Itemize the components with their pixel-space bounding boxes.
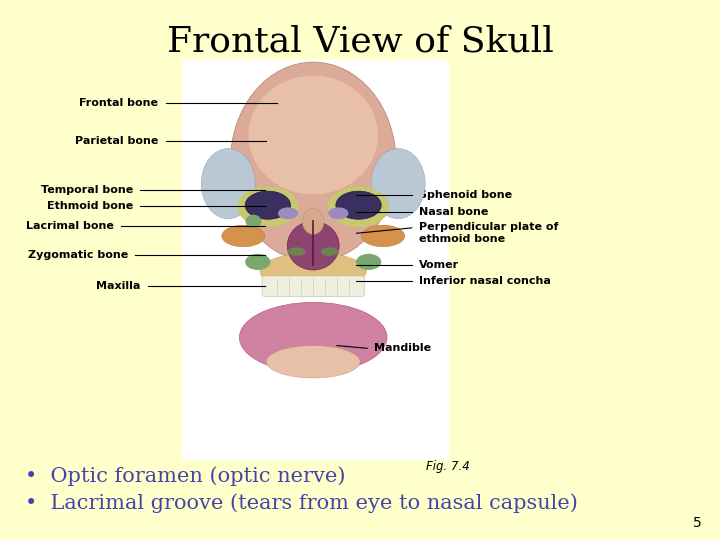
Ellipse shape — [270, 280, 356, 295]
Ellipse shape — [260, 253, 366, 289]
Text: Vomer: Vomer — [419, 260, 459, 269]
Text: •  Lacrimal groove (tears from eye to nasal capsule): • Lacrimal groove (tears from eye to nas… — [25, 494, 578, 513]
Text: Perpendicular plate of
ethmoid bone: Perpendicular plate of ethmoid bone — [419, 222, 559, 244]
Ellipse shape — [361, 225, 405, 247]
Text: Parietal bone: Parietal bone — [75, 137, 158, 146]
Ellipse shape — [336, 191, 382, 219]
Ellipse shape — [222, 225, 265, 247]
Ellipse shape — [245, 254, 271, 270]
Text: Temporal bone: Temporal bone — [41, 185, 133, 195]
Ellipse shape — [372, 148, 425, 219]
Ellipse shape — [288, 247, 305, 256]
Text: Maxilla: Maxilla — [96, 281, 140, 291]
Ellipse shape — [239, 302, 387, 373]
Ellipse shape — [321, 247, 339, 256]
Text: Zygomatic bone: Zygomatic bone — [28, 250, 128, 260]
FancyBboxPatch shape — [182, 60, 449, 460]
Ellipse shape — [356, 254, 382, 270]
Ellipse shape — [302, 208, 324, 234]
Ellipse shape — [328, 186, 390, 227]
Ellipse shape — [266, 346, 360, 378]
Ellipse shape — [287, 221, 339, 270]
Ellipse shape — [328, 207, 348, 219]
Ellipse shape — [248, 76, 378, 194]
Text: •  Optic foramen (optic nerve): • Optic foramen (optic nerve) — [25, 467, 346, 486]
Text: Frontal View of Skull: Frontal View of Skull — [166, 24, 554, 58]
Ellipse shape — [246, 215, 261, 228]
Ellipse shape — [230, 62, 396, 262]
Text: 5: 5 — [693, 516, 702, 530]
Text: Nasal bone: Nasal bone — [419, 207, 488, 217]
Text: Ethmoid bone: Ethmoid bone — [47, 201, 133, 211]
Text: Sphenoid bone: Sphenoid bone — [419, 191, 512, 200]
Text: Fig. 7.4: Fig. 7.4 — [426, 460, 470, 473]
Text: Frontal bone: Frontal bone — [79, 98, 158, 107]
Text: Inferior nasal concha: Inferior nasal concha — [419, 276, 551, 286]
Text: Lacrimal bone: Lacrimal bone — [26, 221, 114, 231]
FancyBboxPatch shape — [262, 276, 364, 296]
Ellipse shape — [278, 207, 298, 219]
Ellipse shape — [202, 148, 256, 219]
Ellipse shape — [245, 191, 290, 219]
Ellipse shape — [237, 186, 299, 227]
Text: Mandible: Mandible — [374, 343, 431, 353]
